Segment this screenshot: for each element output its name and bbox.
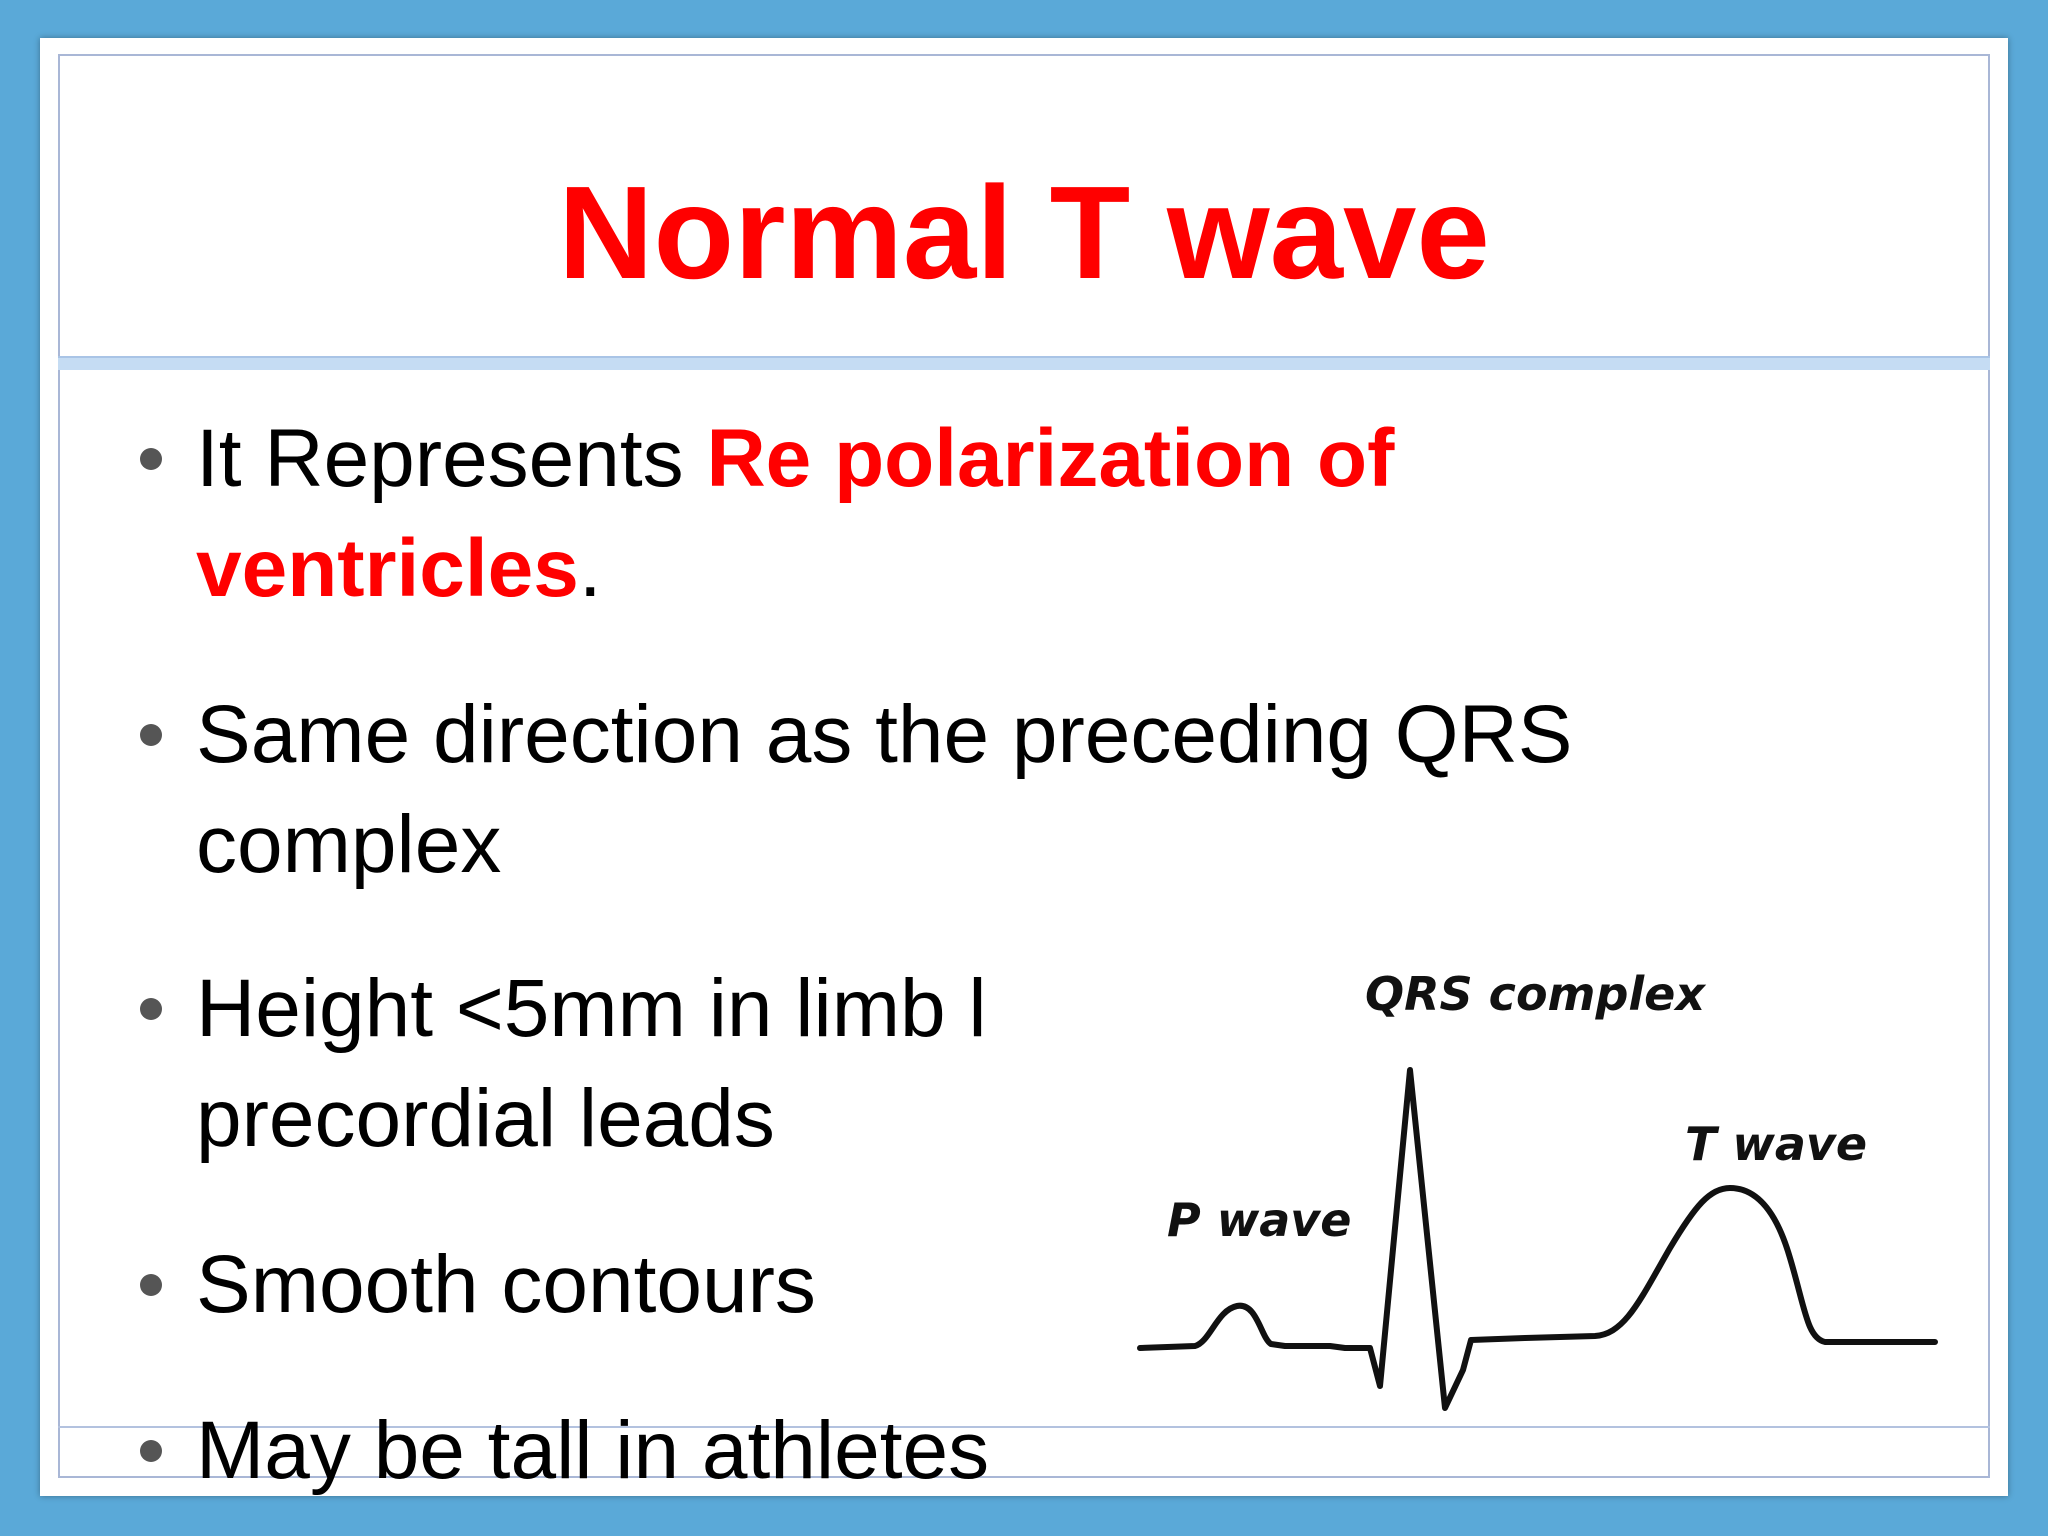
bullet-dot: [140, 724, 162, 746]
bullet-4: Smooth contours: [140, 1230, 816, 1340]
bullet-2-line-1: Same direction as the preceding QRS: [196, 689, 1573, 780]
ecg-trace: [1137, 1067, 1938, 1411]
bullet-dot: [140, 1274, 162, 1296]
ecg-diagram: QRS complex T wave P wave: [1137, 967, 1938, 1411]
slide: Normal T wave It Represents Re polarizat…: [40, 38, 2008, 1496]
bullet-3-line-2: precordial leads: [196, 1073, 775, 1164]
bottom-divider: [58, 1426, 1990, 1428]
title-divider: [58, 356, 1990, 370]
bullet-3: Height <5mm in limb l precordial leads: [140, 954, 987, 1174]
bullet-5-line-1: May be tall in athletes: [196, 1405, 990, 1496]
bullet-1: It Represents Re polarization of ventric…: [140, 404, 1394, 624]
bullet-dot: [140, 998, 162, 1020]
bullet-1-line-1: It Represents Re polarization of: [196, 404, 1394, 514]
bullet-list: It Represents Re polarization of ventric…: [40, 38, 2008, 1496]
bullet-1-period: .: [578, 523, 602, 614]
bullet-dot: [140, 1440, 162, 1462]
slide-title: Normal T wave: [558, 159, 1490, 306]
bullet-5: May be tall in athletes: [140, 1396, 990, 1506]
bullet-2: Same direction as the preceding QRS comp…: [140, 680, 1573, 900]
bullet-1-highlight-text: Re polarization of: [706, 413, 1395, 504]
bullet-1-plain-text: It Represents: [196, 413, 707, 504]
slide-frame: [58, 54, 1990, 1478]
bullet-dot: [140, 448, 162, 470]
bullet-3-line-1: Height <5mm in limb l: [196, 963, 987, 1054]
p-wave-label: P wave: [1167, 1193, 1351, 1247]
bullet-1-line-2: ventricles.: [196, 514, 1394, 624]
bullet-4-line-1: Smooth contours: [196, 1239, 816, 1330]
bullet-2-line-2: complex: [196, 799, 502, 890]
t-wave-label: T wave: [1685, 1117, 1867, 1171]
qrs-complex-label: QRS complex: [1365, 967, 1706, 1021]
bullet-1-highlight-text-2: ventricles: [196, 523, 579, 614]
